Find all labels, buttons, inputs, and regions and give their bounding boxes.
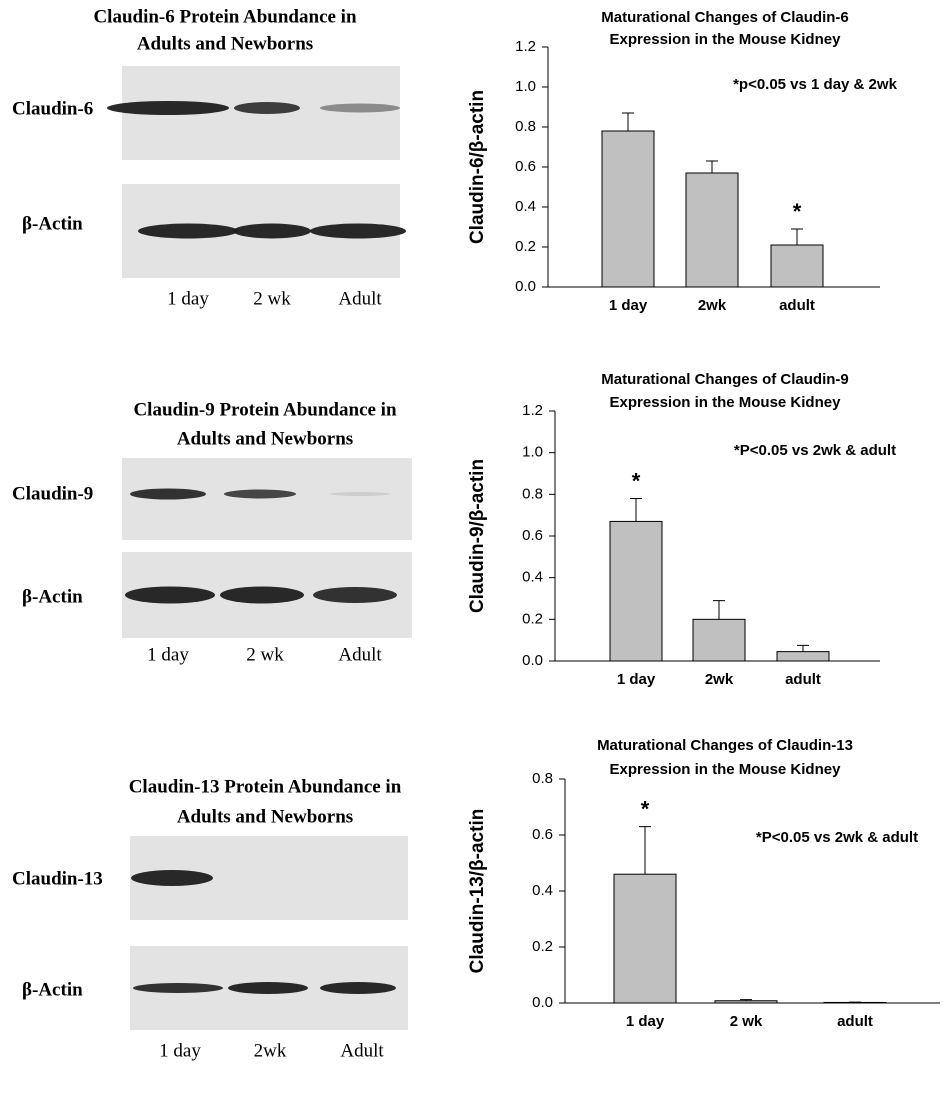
chart-title: Maturational Changes of Claudin-13 — [597, 737, 853, 754]
error-bar — [706, 160, 718, 173]
y-axis-label: Claudin-13/β-actin — [467, 809, 488, 974]
blot-band — [107, 101, 229, 115]
bar — [685, 172, 739, 288]
lane-label: 2wk — [254, 1040, 287, 1061]
blot-title: Adults and Newborns — [177, 428, 353, 449]
x-tick-label: 1 day — [609, 297, 648, 314]
bar — [770, 244, 824, 288]
y-tick-label: 0.4 — [522, 569, 543, 586]
x-tick-label: adult — [779, 297, 815, 314]
chart-title: Expression in the Mouse Kidney — [610, 394, 842, 411]
lane-label: Adult — [338, 288, 382, 309]
blot-label: β-Actin — [22, 586, 83, 607]
blot-band — [131, 870, 213, 886]
bar — [609, 520, 663, 662]
annotation: *p<0.05 vs 1 day & 2wk — [733, 76, 898, 93]
y-tick-label: 0.0 — [522, 652, 543, 669]
blot-band — [310, 223, 406, 239]
y-tick-label: 0.0 — [532, 994, 553, 1011]
bar — [613, 873, 677, 1004]
blot-label: Claudin-13 — [12, 868, 103, 889]
blot-band — [138, 223, 238, 239]
y-tick-label: 0.4 — [532, 882, 553, 899]
blot-title: Claudin-6 Protein Abundance in — [93, 6, 357, 27]
blot-label: β-Actin — [22, 979, 83, 1000]
y-tick-label: 0.8 — [532, 770, 553, 787]
y-tick-label: 0.2 — [515, 238, 536, 255]
bar — [776, 651, 830, 662]
blot-label: Claudin-9 — [12, 483, 93, 504]
blot-title: Claudin-9 Protein Abundance in — [133, 399, 397, 420]
lane-label: 2 wk — [253, 288, 291, 309]
blot-band — [320, 982, 396, 994]
lane-label: 1 day — [167, 288, 209, 309]
bar — [601, 130, 655, 288]
x-tick-label: 2wk — [698, 297, 727, 314]
error-bar — [622, 112, 634, 131]
blot-title: Adults and Newborns — [137, 33, 313, 54]
error-bar — [797, 644, 809, 652]
lane-label: 2 wk — [246, 644, 284, 665]
blot-band — [320, 103, 400, 113]
blot-band — [125, 586, 215, 604]
chart-title: Maturational Changes of Claudin-6 — [601, 9, 849, 26]
blot-title: Adults and Newborns — [177, 806, 353, 827]
blot-band — [234, 102, 300, 114]
lane-label: Adult — [338, 644, 382, 665]
y-axis-label: Claudin-6/β-actin — [467, 90, 488, 244]
blot-band — [313, 587, 397, 603]
error-bar — [713, 600, 725, 620]
chart-title: Expression in the Mouse Kidney — [610, 761, 842, 778]
error-bar — [740, 999, 752, 1001]
annotation: *P<0.05 vs 2wk & adult — [756, 829, 918, 846]
blot-band — [220, 586, 304, 604]
annotation: *P<0.05 vs 2wk & adult — [734, 442, 896, 459]
y-axis-label: Claudin-9/β-actin — [467, 459, 488, 613]
bar — [692, 618, 746, 662]
blot-label: Claudin-6 — [12, 98, 93, 119]
y-tick-label: 0.0 — [515, 278, 536, 295]
error-bar — [639, 826, 651, 875]
y-tick-label: 0.2 — [522, 610, 543, 627]
y-tick-label: 0.2 — [532, 938, 553, 955]
lane-label: Adult — [340, 1040, 384, 1061]
x-tick-label: 2 wk — [730, 1013, 763, 1030]
x-tick-label: 2wk — [705, 671, 734, 688]
lane-label: 1 day — [159, 1040, 201, 1061]
x-tick-label: adult — [785, 671, 821, 688]
blot-band — [233, 223, 311, 239]
blot-band — [130, 488, 206, 500]
significance-marker: * — [793, 199, 802, 224]
blot-title: Claudin-13 Protein Abundance in — [129, 776, 402, 797]
y-tick-label: 0.8 — [522, 485, 543, 502]
y-tick-label: 1.2 — [515, 38, 536, 55]
blot-band — [133, 983, 223, 993]
blot-label: β-Actin — [22, 213, 83, 234]
chart-title: Expression in the Mouse Kidney — [610, 31, 842, 48]
blot-band — [224, 489, 296, 499]
bar — [714, 1000, 778, 1004]
error-bar — [630, 498, 642, 522]
x-tick-label: 1 day — [617, 671, 656, 688]
error-bar — [791, 228, 803, 245]
y-tick-label: 0.6 — [515, 158, 536, 175]
y-tick-label: 1.0 — [522, 444, 543, 461]
y-tick-label: 1.2 — [522, 402, 543, 419]
y-tick-label: 0.6 — [532, 826, 553, 843]
y-tick-label: 0.6 — [522, 527, 543, 544]
significance-marker: * — [641, 796, 650, 821]
blot-band — [228, 982, 308, 994]
x-tick-label: 1 day — [626, 1013, 665, 1030]
significance-marker: * — [632, 468, 641, 493]
lane-label: 1 day — [147, 644, 189, 665]
blot-band — [330, 492, 390, 496]
x-tick-label: adult — [837, 1013, 873, 1030]
chart-title: Maturational Changes of Claudin-9 — [601, 371, 849, 388]
y-tick-label: 1.0 — [515, 78, 536, 95]
y-tick-label: 0.4 — [515, 198, 536, 215]
y-tick-label: 0.8 — [515, 118, 536, 135]
